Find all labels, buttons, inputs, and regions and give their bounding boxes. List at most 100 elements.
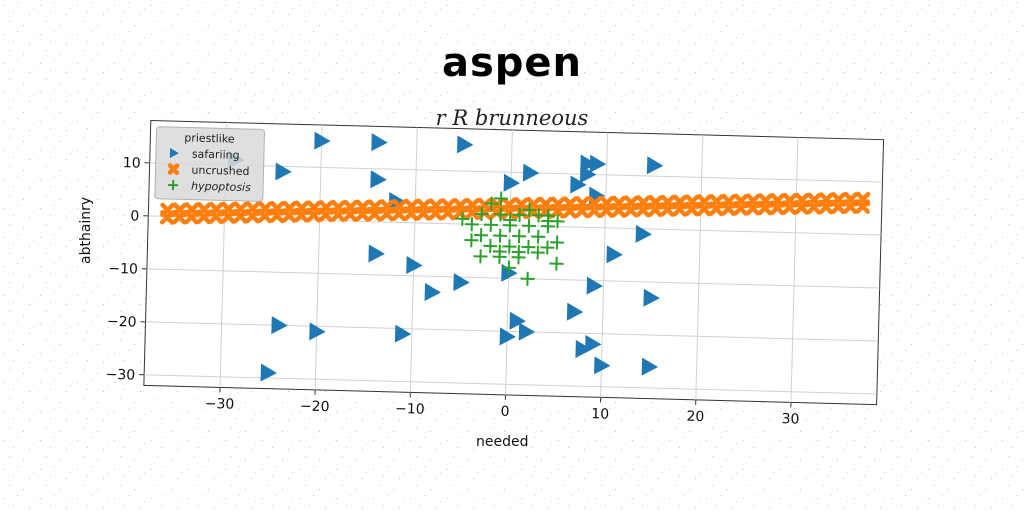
point-safariing: [309, 322, 326, 341]
x-grid-line: [695, 134, 704, 400]
x-grid-line: [790, 137, 799, 403]
x-tick-label: −10: [395, 401, 425, 418]
point-uncrushed: [587, 195, 602, 211]
point-uncrushed: [745, 193, 761, 209]
point-uncrushed: [306, 200, 322, 216]
point-hypoptosis: [493, 207, 508, 222]
point-uncrushed: [806, 192, 822, 208]
point-uncrushed: [391, 198, 407, 214]
x-grid-line: [314, 124, 323, 390]
legend-label-safariing: safariing: [192, 148, 240, 162]
legend-box: [154, 126, 266, 202]
point-hypoptosis: [483, 217, 498, 232]
point-uncrushed: [794, 192, 810, 208]
point-hypoptosis: [464, 233, 479, 248]
point-uncrushed: [648, 194, 663, 210]
point-uncrushed: [562, 196, 578, 212]
point-hypoptosis: [494, 191, 509, 206]
point-safariing: [518, 322, 536, 341]
point-safariing: [271, 316, 288, 335]
point-hypoptosis: [473, 249, 488, 264]
point-hypoptosis: [520, 271, 535, 286]
axis-ticks: −30 −20 −10 0 10 20 30 10 0 −10 −20 −30: [105, 155, 799, 427]
point-uncrushed: [172, 202, 188, 218]
x-tick-label: 20: [686, 409, 704, 425]
point-hypoptosis: [549, 256, 564, 271]
series-safariing: [228, 131, 664, 382]
point-uncrushed: [818, 192, 834, 208]
point-uncrushed: [757, 193, 773, 208]
chart-title: aspen: [441, 40, 583, 86]
point-hypoptosis: [474, 206, 489, 222]
point-hypoptosis: [550, 214, 565, 229]
point-uncrushed: [831, 192, 846, 207]
x-tick-label: −20: [300, 398, 330, 415]
point-hypoptosis: [464, 217, 479, 232]
point-safariing: [260, 363, 277, 382]
point-hypoptosis: [511, 250, 526, 265]
point-safariing: [585, 334, 602, 353]
point-hypoptosis: [455, 211, 470, 226]
point-safariing: [570, 175, 587, 194]
x-tick-label: 0: [500, 404, 509, 420]
point-uncrushed: [538, 196, 554, 212]
axes-frame: [143, 119, 885, 406]
series-uncrushed: [159, 191, 871, 225]
y-grid-line: [149, 162, 883, 183]
point-safariing: [509, 311, 526, 330]
point-hypoptosis: [493, 228, 508, 243]
legend-title: priestlike: [184, 131, 235, 145]
point-uncrushed: [355, 199, 371, 215]
y-grid-line: [145, 321, 879, 342]
point-uncrushed: [416, 198, 432, 214]
point-uncrushed: [221, 201, 236, 217]
point-hypoptosis: [521, 239, 536, 255]
point-safariing: [406, 256, 423, 275]
x-tick-label: 10: [591, 406, 609, 422]
point-safariing: [453, 273, 470, 292]
point-uncrushed: [428, 198, 444, 214]
x-tick-label: −30: [205, 396, 235, 413]
point-hypoptosis: [502, 239, 517, 254]
point-hypoptosis: [483, 239, 498, 254]
point-hypoptosis: [540, 240, 555, 255]
point-safariing: [594, 356, 611, 375]
point-safariing: [580, 154, 597, 173]
legend-label-hypoptosis: hypoptosis: [191, 180, 251, 195]
point-safariing: [646, 156, 664, 175]
point-uncrushed: [367, 199, 383, 215]
grid-lines: [144, 122, 883, 403]
point-uncrushed: [709, 193, 724, 209]
legend-label-uncrushed: uncrushed: [191, 164, 249, 179]
point-hypoptosis: [521, 218, 536, 233]
point-uncrushed: [282, 200, 297, 216]
point-uncrushed: [501, 197, 517, 213]
y-tick-label: −30: [105, 367, 135, 384]
point-safariing: [275, 162, 292, 181]
point-uncrushed: [245, 201, 261, 217]
point-uncrushed: [855, 191, 871, 207]
point-uncrushed: [208, 201, 224, 217]
point-safariing: [566, 302, 584, 321]
point-uncrushed: [196, 202, 212, 217]
point-hypoptosis: [531, 229, 546, 244]
point-safariing: [643, 288, 660, 307]
point-uncrushed: [465, 197, 480, 213]
point-uncrushed: [843, 191, 859, 207]
point-uncrushed: [599, 195, 615, 211]
point-hypoptosis: [512, 229, 527, 244]
point-safariing: [456, 135, 474, 154]
x-tick-label: 30: [781, 411, 799, 427]
point-safariing: [586, 276, 604, 295]
point-uncrushed: [550, 196, 566, 212]
point-uncrushed: [513, 197, 529, 212]
point-safariing: [503, 173, 521, 192]
point-uncrushed: [635, 195, 651, 210]
series-hypoptosis: [455, 191, 565, 286]
legend-marker-hypoptosis: [168, 180, 179, 191]
point-uncrushed: [611, 195, 627, 211]
y-axis-label: abthainry: [78, 196, 94, 264]
point-safariing: [424, 283, 441, 302]
